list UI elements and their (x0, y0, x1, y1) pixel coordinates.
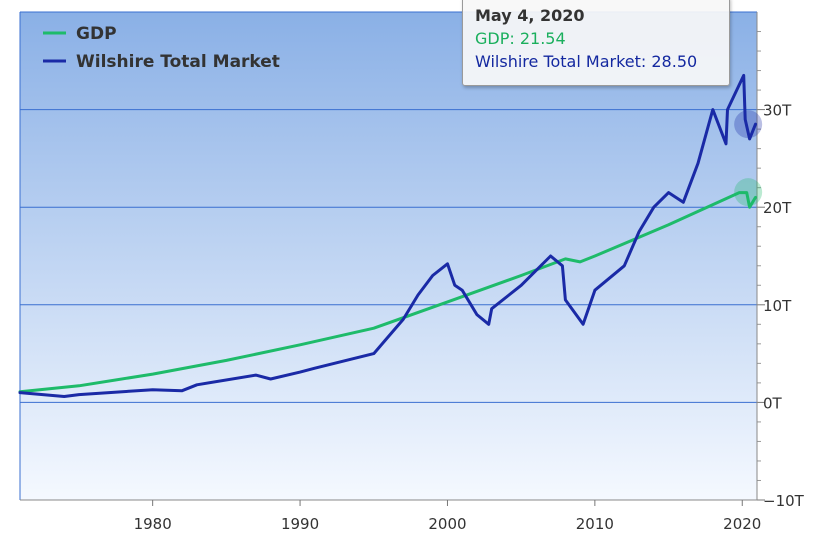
y-tick-label: 10T (763, 297, 792, 315)
tooltip-gdp-value: GDP: 21.54 (475, 29, 566, 48)
y-tick-label: −10T (763, 492, 805, 510)
gdp-hover-marker (734, 178, 763, 207)
wilshire-hover-marker (734, 110, 763, 139)
x-tick-label: 2010 (576, 515, 614, 533)
hover-markers (734, 110, 763, 207)
y-tick-label: 0T (763, 394, 783, 412)
y-axis: −10T 0T 10T 20T 30T (756, 12, 805, 510)
tooltip-wilshire-value: Wilshire Total Market: 28.50 (475, 52, 698, 71)
x-tick-label: 1980 (134, 515, 172, 533)
series-wilshire-line (18, 73, 757, 398)
x-tick-label: 2020 (723, 515, 761, 533)
x-tick-label: 1990 (281, 515, 319, 533)
legend-wilshire-label[interactable]: Wilshire Total Market (76, 52, 280, 72)
y-tick-label: 20T (763, 199, 792, 217)
series-gdp-line (18, 191, 757, 394)
plot-background (20, 12, 757, 500)
x-axis: 1980 1990 2000 2010 2020 (20, 499, 761, 533)
x-tick-label: 2000 (428, 515, 466, 533)
tooltip-date: May 4, 2020 (475, 6, 585, 25)
tooltip: May 4, 2020 GDP: 21.54 Wilshire Total Ma… (462, 0, 730, 86)
y-tick-label: 30T (763, 102, 792, 120)
legend-gdp-label[interactable]: GDP (76, 24, 117, 44)
series-group (18, 73, 757, 398)
legend[interactable]: GDP Wilshire Total Market (43, 24, 280, 72)
